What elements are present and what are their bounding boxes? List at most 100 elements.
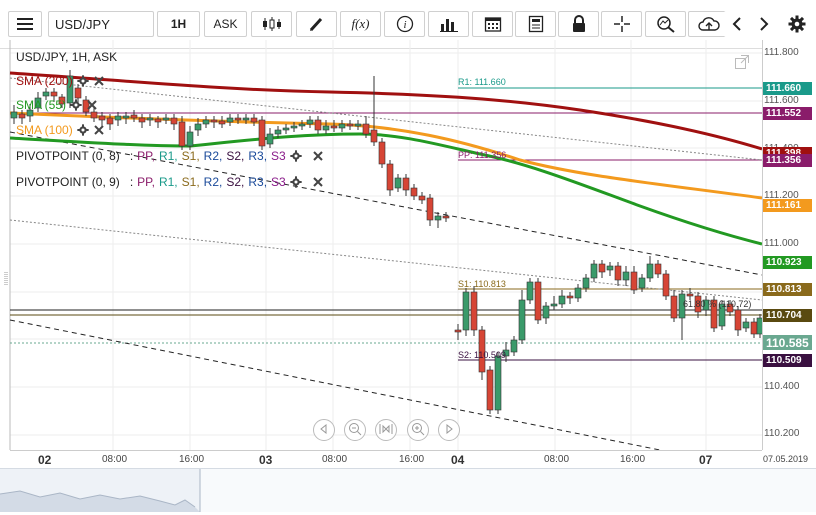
pivotpoint-9-r2: R2, xyxy=(203,175,223,189)
sma-200-settings-gear-icon[interactable] xyxy=(77,75,89,87)
candle-body xyxy=(646,263,654,279)
menu-button[interactable] xyxy=(8,11,42,37)
sma-100-settings-gear-icon[interactable] xyxy=(77,124,89,136)
pp-annotation: PP: 111.356 xyxy=(458,150,506,160)
volume-button[interactable] xyxy=(428,11,469,37)
candle-body xyxy=(242,117,250,121)
candle-body xyxy=(622,271,630,281)
candle-body xyxy=(122,115,130,119)
chart-grid xyxy=(10,40,762,450)
sma-55-line xyxy=(9,132,762,246)
s2-annotation: S2: 110.509 xyxy=(458,350,506,360)
pivotpoint-8-settings-gear-icon[interactable] xyxy=(290,150,302,162)
pivotpoint-8-remove-close-icon[interactable] xyxy=(312,150,324,162)
candle-body xyxy=(266,133,274,145)
lock-icon xyxy=(572,15,586,33)
sma-100-remove-close-icon[interactable] xyxy=(93,124,105,136)
candle-body xyxy=(370,129,378,143)
trendline-dashed-1 xyxy=(9,131,762,276)
zoom-out-icon xyxy=(348,422,362,439)
popout-icon xyxy=(734,54,750,73)
pivotpoint-9-settings-gear-icon[interactable] xyxy=(290,176,302,188)
sma-200-line xyxy=(9,71,762,151)
info-button[interactable]: i xyxy=(384,11,425,37)
candle-body xyxy=(726,303,734,313)
sma-100-label: SMA (100) xyxy=(16,123,73,137)
candle-body xyxy=(470,291,478,331)
sma-200-label: SMA (200) xyxy=(16,74,73,88)
scroll-left-button[interactable] xyxy=(724,11,750,37)
candle-body xyxy=(718,303,726,327)
pivotpoint-8-r1: R1, xyxy=(158,149,178,163)
lock-button[interactable] xyxy=(558,11,599,37)
timeframe-selector[interactable]: 1H xyxy=(157,11,200,37)
candle-body xyxy=(82,99,90,113)
settings-button[interactable] xyxy=(784,11,810,37)
chart-title: USD/JPY, 1H, ASK xyxy=(16,50,118,64)
fib-annotation: 61.80 % (110.72) xyxy=(683,299,751,309)
candle-body xyxy=(194,123,202,131)
candle-body xyxy=(462,291,470,331)
candle-body xyxy=(354,123,362,127)
pp-price-tag: 111.356 xyxy=(763,154,812,167)
fit-chart-button[interactable] xyxy=(375,419,397,441)
scroll-right-button[interactable] xyxy=(751,11,777,37)
pivotpoint-9-remove-close-icon[interactable] xyxy=(312,176,324,188)
candle-body xyxy=(146,117,154,121)
price-side-selector[interactable]: ASK xyxy=(204,11,247,37)
candlestick-series xyxy=(10,70,762,414)
scroll-back-button[interactable] xyxy=(313,419,335,441)
zoom-in-button[interactable] xyxy=(407,419,429,441)
report-button[interactable] xyxy=(515,11,556,37)
draw-tool-button[interactable] xyxy=(296,11,337,37)
current-price-tag: 110.585 xyxy=(763,335,812,350)
candle-body xyxy=(338,123,346,129)
time-label: 04 xyxy=(451,453,465,467)
time-axis[interactable] xyxy=(10,450,762,469)
candle-body xyxy=(434,215,442,221)
candle-body xyxy=(258,119,266,147)
sma-55-remove-close-icon[interactable] xyxy=(86,99,98,111)
candle-body xyxy=(518,299,526,341)
candle-body xyxy=(130,114,138,119)
zoom-chart-button[interactable] xyxy=(645,11,686,37)
chart-navigator[interactable] xyxy=(0,468,816,512)
price-tick: 110.400 xyxy=(764,381,800,392)
candle-body xyxy=(566,295,574,299)
upload-button[interactable] xyxy=(688,11,729,37)
crosshair-button[interactable] xyxy=(601,11,642,37)
magnifier-chart-icon xyxy=(656,15,676,33)
candle-body xyxy=(170,117,178,125)
symbol-selector[interactable]: USD/JPY xyxy=(48,11,154,37)
candle-body xyxy=(694,295,702,313)
popout-chart-button[interactable] xyxy=(732,53,752,73)
indicators-button[interactable]: f(x) xyxy=(340,11,381,37)
calendar-button[interactable] xyxy=(472,11,513,37)
chevron-left-icon xyxy=(732,16,742,32)
scroll-forward-button[interactable] xyxy=(438,419,460,441)
zoom-in-icon xyxy=(411,422,425,439)
candle-body xyxy=(418,195,426,201)
candle-body xyxy=(178,121,186,147)
sma-200-remove-close-icon[interactable] xyxy=(93,75,105,87)
cloud-upload-icon xyxy=(697,15,720,33)
pivotpoint-8-label: PIVOTPOINT (0, 8) xyxy=(16,149,120,163)
hamburger-icon xyxy=(17,17,33,31)
left-drag-handle[interactable] xyxy=(4,272,8,286)
trendline-middle-dotted xyxy=(9,219,762,301)
zoom-out-button[interactable] xyxy=(344,419,366,441)
candle-body xyxy=(494,355,502,411)
candle-body xyxy=(582,277,590,289)
candle-body xyxy=(742,321,750,329)
chart-type-button[interactable] xyxy=(251,11,292,37)
candle-body xyxy=(486,369,494,411)
candle-body xyxy=(606,265,614,271)
price-chart[interactable]: R1: 111.660 PP: 111.356 S1: 110.813 61.8… xyxy=(0,40,762,450)
candle-body xyxy=(98,115,106,121)
time-label: 16:00 xyxy=(179,454,205,465)
sma-55-settings-gear-icon[interactable] xyxy=(70,99,82,111)
candle-body xyxy=(210,119,218,123)
candle-body xyxy=(58,96,66,105)
s2-price-tag: 110.509 xyxy=(763,354,812,367)
chart-toolbar: USD/JPY 1H ASK f(x) i xyxy=(0,0,816,49)
